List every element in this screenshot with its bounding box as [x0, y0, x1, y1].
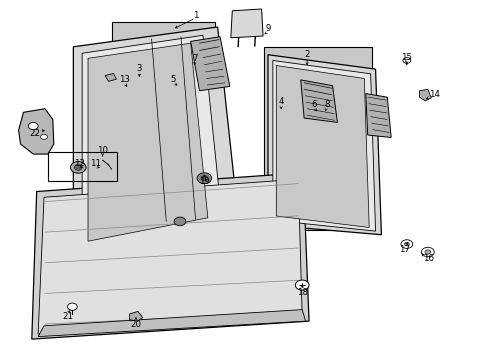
- Text: 22: 22: [30, 129, 41, 138]
- Text: 11: 11: [90, 159, 101, 168]
- Polygon shape: [19, 109, 54, 154]
- Text: 3: 3: [136, 64, 142, 73]
- Text: 18: 18: [296, 288, 307, 297]
- Text: 19: 19: [199, 177, 209, 186]
- Text: 17: 17: [399, 245, 409, 253]
- Text: 1: 1: [192, 10, 198, 19]
- Polygon shape: [276, 66, 368, 228]
- Polygon shape: [272, 60, 375, 231]
- Circle shape: [28, 122, 38, 130]
- Text: 21: 21: [62, 311, 73, 320]
- Text: 4: 4: [278, 97, 284, 106]
- Polygon shape: [264, 47, 371, 230]
- Circle shape: [402, 58, 410, 63]
- Circle shape: [41, 134, 47, 139]
- Text: 10: 10: [97, 146, 108, 155]
- Polygon shape: [105, 73, 116, 81]
- Text: 20: 20: [130, 320, 141, 329]
- Text: 6: 6: [310, 100, 316, 109]
- Text: 9: 9: [265, 24, 270, 33]
- Polygon shape: [38, 310, 305, 337]
- Text: 5: 5: [170, 76, 176, 85]
- Circle shape: [201, 176, 207, 181]
- Circle shape: [421, 247, 433, 257]
- Circle shape: [174, 217, 185, 226]
- Circle shape: [197, 173, 211, 184]
- Polygon shape: [82, 35, 222, 248]
- Polygon shape: [88, 43, 207, 241]
- Polygon shape: [365, 94, 390, 138]
- Circle shape: [400, 240, 412, 248]
- Text: 8: 8: [323, 100, 329, 109]
- Text: 15: 15: [401, 53, 411, 62]
- Circle shape: [424, 250, 430, 254]
- Text: 16: 16: [422, 254, 433, 263]
- Polygon shape: [190, 37, 229, 91]
- Polygon shape: [230, 9, 263, 38]
- Text: 7: 7: [191, 54, 197, 63]
- Polygon shape: [129, 311, 142, 321]
- Text: 2: 2: [304, 50, 309, 59]
- Polygon shape: [112, 22, 215, 227]
- Text: 14: 14: [428, 90, 439, 99]
- Circle shape: [67, 303, 77, 310]
- Polygon shape: [267, 55, 381, 235]
- Circle shape: [70, 162, 86, 173]
- Polygon shape: [300, 80, 337, 122]
- Polygon shape: [32, 173, 308, 339]
- Polygon shape: [73, 27, 239, 254]
- Circle shape: [295, 280, 308, 290]
- Polygon shape: [38, 179, 302, 334]
- Circle shape: [74, 165, 82, 170]
- Text: 13: 13: [119, 76, 130, 85]
- Circle shape: [404, 242, 408, 246]
- Polygon shape: [419, 89, 430, 101]
- Text: 12: 12: [74, 159, 84, 168]
